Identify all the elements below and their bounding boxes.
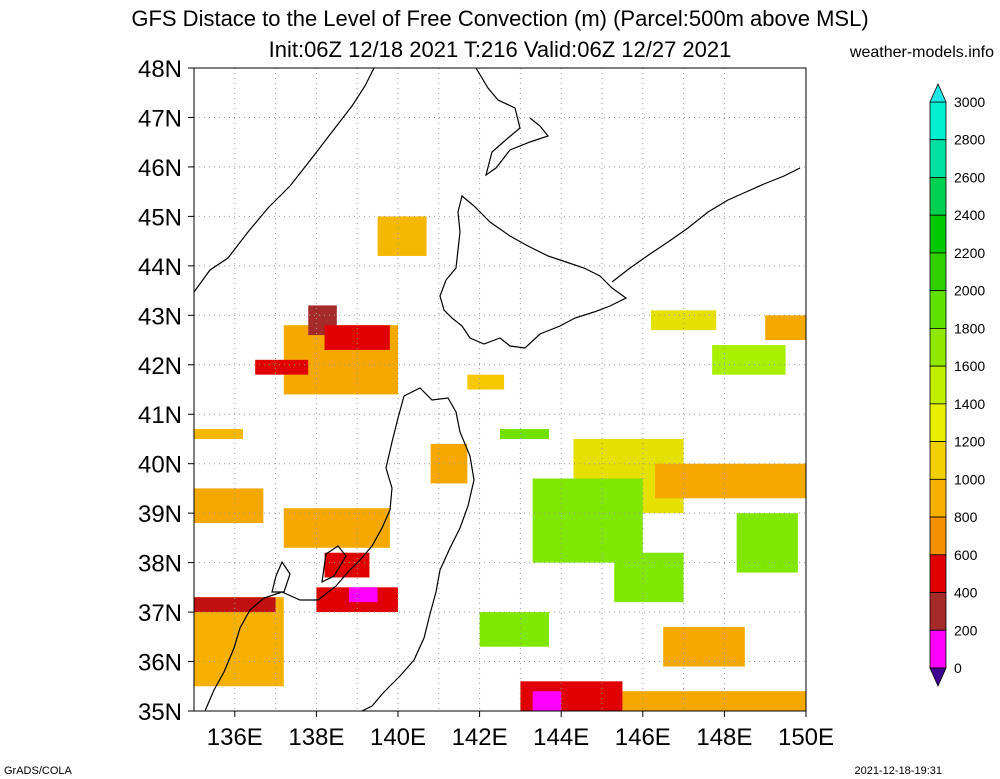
lon-label: 150E xyxy=(778,724,834,751)
colorbar-label: 0 xyxy=(954,660,962,676)
lat-label: 47N xyxy=(138,105,182,132)
field-patch xyxy=(532,691,562,711)
field-patch xyxy=(255,359,309,375)
lat-label: 44N xyxy=(138,254,182,281)
coastline-honshu xyxy=(361,387,475,711)
colorbar-swatch xyxy=(929,327,947,367)
colorbar-label: 2400 xyxy=(954,207,985,223)
footer-left-text: GrADS/COLA xyxy=(4,765,72,777)
convection-field-layer xyxy=(194,216,806,711)
colorbar-label: 1800 xyxy=(954,320,985,336)
lat-label: 35N xyxy=(138,699,182,726)
field-patch xyxy=(194,429,243,439)
coastline-kurils xyxy=(611,167,801,283)
lon-label: 136E xyxy=(207,724,263,751)
colorbar-label: 200 xyxy=(954,622,978,638)
colorbar-swatch xyxy=(929,516,947,556)
lat-label: 43N xyxy=(138,303,182,330)
field-patch xyxy=(500,429,549,439)
coastline-sakhalin xyxy=(475,68,550,177)
colorbar-label: 2000 xyxy=(954,283,985,299)
field-patch xyxy=(194,488,264,524)
colorbar-swatch xyxy=(929,478,947,518)
lat-lon-grid xyxy=(194,68,806,711)
lon-label: 146E xyxy=(615,724,671,751)
field-patch xyxy=(655,463,806,499)
colorbar-label: 2600 xyxy=(954,169,985,185)
map-title-line1: GFS Distace to the Level of Free Convect… xyxy=(131,6,869,31)
map-frame xyxy=(193,67,807,712)
colorbar-label: 1600 xyxy=(954,358,985,374)
colorbar-label: 400 xyxy=(954,585,978,601)
lat-label: 45N xyxy=(138,204,182,231)
field-patch xyxy=(377,216,427,256)
field-patch xyxy=(194,597,276,613)
field-patch xyxy=(349,587,378,603)
colorbar-label: 1000 xyxy=(954,471,985,487)
lon-label: 138E xyxy=(288,724,344,751)
colorbar-label: 800 xyxy=(954,509,978,525)
lat-label: 48N xyxy=(138,56,182,83)
colorbar-swatch xyxy=(929,554,947,593)
colorbar-label: 2800 xyxy=(954,132,985,148)
lon-label: 148E xyxy=(696,724,752,751)
colorbar-swatch xyxy=(929,252,947,292)
lat-label: 39N xyxy=(138,501,182,528)
colorbar-swatch xyxy=(929,629,947,669)
colorbar-swatch xyxy=(929,101,947,141)
lat-label: 41N xyxy=(138,402,182,429)
field-patch xyxy=(467,374,505,390)
coastline-mainland xyxy=(194,68,375,293)
credit-text: weather-models.info xyxy=(849,44,994,61)
colorbar-swatch xyxy=(929,592,947,631)
lat-label: 40N xyxy=(138,452,182,479)
field-patch xyxy=(324,325,390,350)
colorbar-bottom-arrow xyxy=(929,667,947,687)
lon-label: 140E xyxy=(370,724,426,751)
lat-label: 46N xyxy=(138,155,182,182)
lon-label: 142E xyxy=(452,724,508,751)
field-patch xyxy=(736,513,798,573)
colorbar-swatch xyxy=(929,441,947,480)
colorbar-label: 600 xyxy=(954,547,978,563)
coastline-honshu-west xyxy=(204,395,405,711)
field-patch xyxy=(283,508,390,548)
footer-right-text: 2021-12-18-19:31 xyxy=(854,765,942,777)
lat-label: 42N xyxy=(138,353,182,380)
field-patch xyxy=(479,612,549,647)
lat-label: 37N xyxy=(138,600,182,627)
colorbar-swatch xyxy=(929,139,947,178)
field-patch xyxy=(614,552,684,603)
coastline-sado xyxy=(321,545,347,584)
coastline-hokkaido xyxy=(439,194,628,349)
colorbar-swatch xyxy=(929,177,947,216)
map-title-line2: Init:06Z 12/18 2021 T:216 Valid:06Z 12/2… xyxy=(268,37,732,62)
coastline-layer xyxy=(194,68,801,711)
colorbar-label: 1200 xyxy=(954,434,985,450)
colorbar-swatch xyxy=(929,365,947,405)
colorbar-swatch xyxy=(929,290,947,329)
colorbar: 3000280026002400220020001800160014001200… xyxy=(929,83,985,687)
colorbar-swatch xyxy=(929,214,947,254)
colorbar-swatch xyxy=(929,403,947,443)
lat-label: 36N xyxy=(138,650,182,677)
lat-label: 38N xyxy=(138,551,182,578)
colorbar-label: 1400 xyxy=(954,396,985,412)
colorbar-label: 2200 xyxy=(954,245,985,261)
field-patch xyxy=(765,315,806,341)
axis-labels: 48N 47N 46N 45N 44N 43N 42N 41N 40N 39N 38N 37N 36N 3… xyxy=(138,56,834,751)
field-patch xyxy=(663,626,745,667)
field-patch xyxy=(712,344,786,375)
lon-label: 144E xyxy=(533,724,589,751)
field-patch xyxy=(532,478,643,563)
coastline-noto xyxy=(271,560,291,593)
colorbar-label: 3000 xyxy=(954,94,985,110)
colorbar-top-arrow xyxy=(929,83,947,103)
